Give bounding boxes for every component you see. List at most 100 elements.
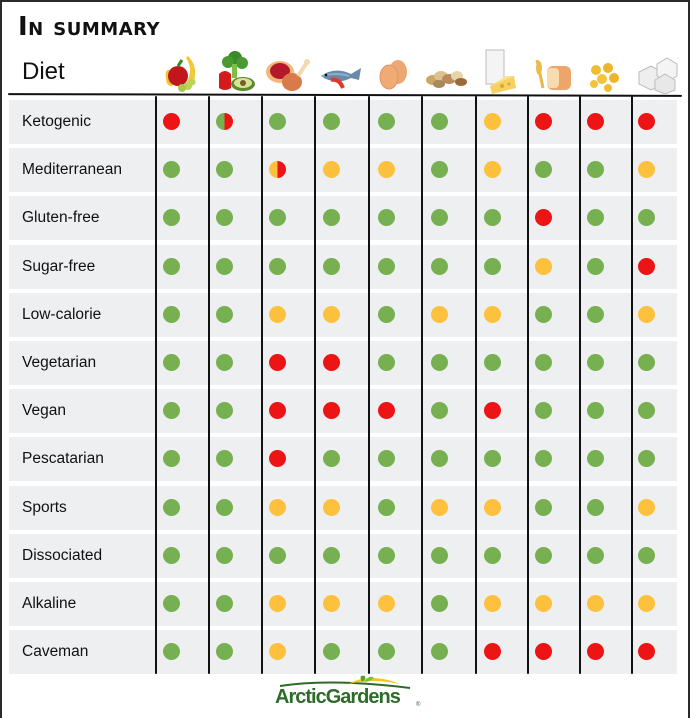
split-rating-dot: [268, 161, 286, 179]
green-rating-dot: [483, 546, 501, 564]
green-rating-dot: [430, 643, 448, 661]
diet-row: Sugar-free: [9, 244, 677, 289]
green-rating-dot: [377, 450, 395, 468]
diet-name: Sports: [22, 498, 67, 516]
diet-row: Sports: [9, 485, 677, 530]
green-rating-dot: [215, 257, 233, 275]
column-divider: [475, 96, 477, 674]
diet-row: Pescatarian: [9, 437, 677, 482]
green-rating-dot: [215, 450, 233, 468]
column-divider: [421, 96, 423, 674]
green-rating-dot: [586, 305, 604, 323]
green-rating-dot: [162, 546, 180, 564]
split-rating-dot: [215, 113, 233, 130]
vegetables-icon: [208, 38, 260, 94]
green-rating-dot: [322, 546, 340, 564]
yellow-rating-dot: [322, 161, 340, 179]
diet-name: Vegan: [22, 402, 66, 420]
green-rating-dot: [430, 113, 448, 130]
column-divider: [579, 96, 581, 674]
green-rating-dot: [586, 498, 604, 516]
green-rating-dot: [162, 257, 180, 275]
green-rating-dot: [215, 354, 233, 371]
green-rating-dot: [215, 161, 233, 179]
green-rating-dot: [483, 354, 501, 371]
yellow-rating-dot: [637, 305, 655, 323]
green-rating-dot: [534, 354, 552, 371]
green-rating-dot: [483, 209, 501, 227]
meat-icon: [261, 38, 313, 94]
yellow-rating-dot: [377, 161, 395, 179]
green-rating-dot: [215, 305, 233, 323]
green-rating-dot: [268, 209, 286, 227]
yellow-rating-dot: [534, 257, 552, 275]
green-rating-dot: [534, 305, 552, 323]
green-rating-dot: [162, 595, 180, 612]
column-divider: [314, 96, 316, 674]
green-rating-dot: [322, 257, 340, 275]
green-rating-dot: [430, 257, 448, 275]
green-rating-dot: [534, 161, 552, 179]
dairy-icon: [473, 38, 525, 94]
diet-name: Pescatarian: [22, 450, 104, 468]
diet-name: Vegetarian: [22, 354, 97, 371]
yellow-rating-dot: [637, 595, 655, 612]
diet-name: Low-calorie: [22, 305, 102, 323]
green-rating-dot: [268, 257, 286, 275]
green-rating-dot: [322, 643, 340, 661]
diet-name: Mediterranean: [22, 161, 122, 179]
green-rating-dot: [534, 546, 552, 564]
green-rating-dot: [637, 546, 655, 564]
green-rating-dot: [377, 354, 395, 371]
green-rating-dot: [430, 354, 448, 371]
green-rating-dot: [586, 161, 604, 179]
green-rating-dot: [162, 402, 180, 420]
red-rating-dot: [377, 402, 395, 420]
yellow-rating-dot: [430, 498, 448, 516]
diet-row: Alkaline: [9, 582, 677, 626]
diet-name: Gluten-free: [22, 209, 100, 227]
red-rating-dot: [322, 354, 340, 371]
yellow-rating-dot: [483, 595, 501, 612]
yellow-rating-dot: [268, 595, 286, 612]
fish-seafood-icon: [314, 38, 366, 94]
red-rating-dot: [637, 113, 655, 130]
green-rating-dot: [215, 643, 233, 661]
green-rating-dot: [586, 450, 604, 468]
green-rating-dot: [377, 643, 395, 661]
yellow-rating-dot: [483, 113, 501, 130]
red-rating-dot: [268, 450, 286, 468]
column-divider: [261, 96, 263, 674]
green-rating-dot: [586, 257, 604, 275]
green-rating-dot: [430, 450, 448, 468]
food-category-icons: [155, 38, 680, 94]
diet-name: Caveman: [22, 643, 89, 661]
yellow-rating-dot: [268, 305, 286, 323]
column-divider: [631, 96, 633, 674]
red-rating-dot: [637, 257, 655, 275]
green-rating-dot: [534, 498, 552, 516]
red-rating-dot: [534, 209, 552, 227]
nuts-legumes-icon: [420, 38, 472, 94]
red-rating-dot: [534, 113, 552, 130]
diet-row: Low-calorie: [9, 292, 677, 337]
green-rating-dot: [586, 402, 604, 420]
green-rating-dot: [162, 305, 180, 323]
red-rating-dot: [322, 402, 340, 420]
logo-text: ArcticGardens: [275, 686, 401, 708]
diet-row: Gluten-free: [9, 196, 677, 241]
red-rating-dot: [162, 113, 180, 130]
green-rating-dot: [322, 113, 340, 130]
green-rating-dot: [215, 402, 233, 420]
green-rating-dot: [483, 450, 501, 468]
green-rating-dot: [377, 305, 395, 323]
green-rating-dot: [162, 643, 180, 661]
registered-mark: ®: [416, 702, 421, 708]
green-rating-dot: [534, 450, 552, 468]
green-rating-dot: [586, 209, 604, 227]
green-rating-dot: [534, 402, 552, 420]
green-rating-dot: [215, 546, 233, 564]
pasta-icon: [579, 38, 631, 94]
yellow-rating-dot: [268, 498, 286, 516]
